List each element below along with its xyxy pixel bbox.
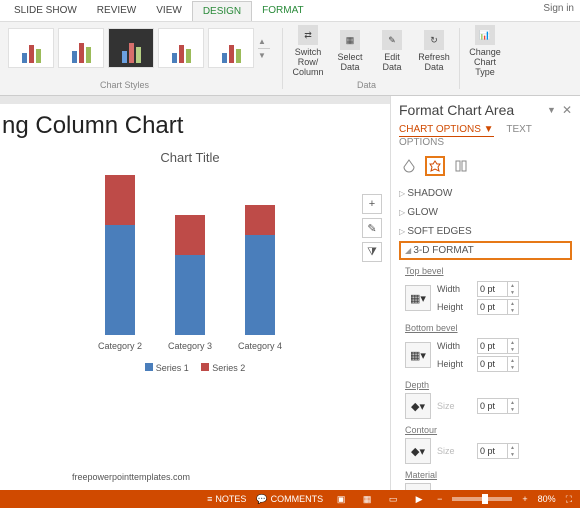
group-label-data: Data — [357, 80, 376, 90]
close-icon[interactable]: ✕ — [562, 103, 572, 117]
edit-data-button[interactable]: ✎Edit Data — [371, 22, 413, 80]
pane-dropdown-icon[interactable]: ▼ — [547, 105, 556, 115]
watermark: freepowerpointtemplates.com — [72, 472, 190, 482]
tab-review[interactable]: REVIEW — [87, 1, 146, 20]
chart-column[interactable]: Category 4 — [245, 205, 275, 335]
chart-style-3[interactable] — [108, 28, 154, 68]
slide-area: ng Column Chart Chart Title Category 2Ca… — [0, 96, 390, 490]
size-label-2: Size — [437, 446, 471, 456]
fill-line-icon[interactable] — [399, 156, 419, 176]
chart-style-2[interactable] — [58, 28, 104, 68]
column-chart[interactable]: Category 2 Category 3 Category 4 — [10, 175, 360, 335]
group-label-styles: Chart Styles — [100, 80, 149, 90]
status-bar: ≡ NOTES 💬 COMMENTS ▣ ▦ ▭ ▶ − + 80% ⛶ — [0, 490, 580, 508]
legend-label-2: Series 2 — [212, 363, 245, 373]
chart-styles-more[interactable]: ▲▼ — [258, 28, 270, 68]
soft-edges-section[interactable]: SOFT EDGES — [399, 222, 572, 241]
select-data-icon: ▦ — [340, 30, 360, 50]
size-properties-icon[interactable] — [451, 156, 471, 176]
chart-style-4[interactable] — [158, 28, 204, 68]
width-label: Width — [437, 284, 471, 294]
tab-view[interactable]: VIEW — [146, 1, 192, 20]
normal-view-icon[interactable]: ▣ — [333, 493, 349, 505]
zoom-level[interactable]: 80% — [538, 494, 556, 504]
notes-button[interactable]: ≡ NOTES — [207, 494, 246, 504]
top-bevel-height-input[interactable]: 0 pt▲▼ — [477, 299, 519, 315]
material-picker[interactable]: ◈▾ — [405, 483, 431, 490]
sign-in-link[interactable]: Sign in — [543, 3, 574, 14]
width-label-2: Width — [437, 341, 471, 351]
chart-title[interactable]: Chart Title — [0, 150, 380, 165]
edit-data-icon: ✎ — [382, 30, 402, 50]
chart-legend: Series 1 Series 2 — [0, 363, 380, 373]
tab-design[interactable]: DESIGN — [192, 1, 252, 21]
ribbon-tabs: SLIDE SHOW REVIEW VIEW DESIGN FORMAT Sig… — [0, 0, 580, 22]
depth-color-picker[interactable]: ◆▾ — [405, 393, 431, 419]
sorter-view-icon[interactable]: ▦ — [359, 493, 375, 505]
contour-size-input[interactable]: 0 pt▲▼ — [477, 443, 519, 459]
chart-column[interactable]: Category 2 — [105, 175, 135, 335]
bottom-bevel-label: Bottom bevel — [405, 323, 572, 333]
refresh-icon: ↻ — [424, 30, 444, 50]
shadow-section[interactable]: SHADOW — [399, 184, 572, 203]
refresh-data-button[interactable]: ↻Refresh Data — [413, 22, 455, 80]
contour-label: Contour — [405, 425, 572, 435]
ribbon-toolbar: ▲▼ Chart Styles ⇄Switch Row/ Column ▦Sel… — [0, 22, 580, 96]
top-bevel-width-input[interactable]: 0 pt▲▼ — [477, 281, 519, 297]
zoom-in-button[interactable]: + — [522, 494, 527, 504]
chart-styles-gallery[interactable]: ▲▼ — [0, 22, 278, 70]
workspace: ng Column Chart Chart Title Category 2Ca… — [0, 96, 580, 490]
select-data-button[interactable]: ▦Select Data — [329, 22, 371, 80]
chart-style-1[interactable] — [8, 28, 54, 68]
zoom-out-button[interactable]: − — [437, 494, 442, 504]
pane-title: Format Chart Area — [399, 102, 514, 118]
switch-icon: ⇄ — [298, 25, 318, 45]
chart-plus-button[interactable]: + — [362, 194, 382, 214]
effects-icon[interactable] — [425, 156, 445, 176]
legend-swatch-1 — [145, 363, 153, 371]
bottom-bevel-height-input[interactable]: 0 pt▲▼ — [477, 356, 519, 372]
legend-label-1: Series 1 — [156, 363, 189, 373]
chart-options-tab[interactable]: CHART OPTIONS ▼ — [399, 124, 494, 137]
size-label: Size — [437, 401, 471, 411]
chart-column[interactable]: Category 3 — [175, 215, 205, 335]
top-bevel-label: Top bevel — [405, 266, 572, 276]
reading-view-icon[interactable]: ▭ — [385, 493, 401, 505]
bottom-bevel-picker[interactable]: ▦▾ — [405, 342, 431, 368]
chart-style-5[interactable] — [208, 28, 254, 68]
3d-format-section[interactable]: 3-D FORMAT — [399, 241, 572, 260]
height-label-2: Height — [437, 359, 471, 369]
chart-element-buttons: + ✎ ⧩ — [362, 194, 382, 262]
chart-brush-button[interactable]: ✎ — [362, 218, 382, 238]
category-label: Category 3 — [160, 341, 220, 351]
depth-size-input[interactable]: 0 pt▲▼ — [477, 398, 519, 414]
switch-row-column-button[interactable]: ⇄Switch Row/ Column — [287, 22, 329, 80]
slide: ng Column Chart Chart Title Category 2Ca… — [0, 104, 390, 490]
tab-format[interactable]: FORMAT — [252, 1, 313, 20]
zoom-slider[interactable] — [452, 497, 512, 501]
change-chart-type-button[interactable]: 📊Change Chart Type — [464, 22, 506, 80]
chart-filter-button[interactable]: ⧩ — [362, 242, 382, 262]
fit-to-window-icon[interactable]: ⛶ — [566, 494, 572, 505]
legend-swatch-2 — [201, 363, 209, 371]
top-bevel-picker[interactable]: ▦▾ — [405, 285, 431, 311]
contour-color-picker[interactable]: ◆▾ — [405, 438, 431, 464]
format-chart-area-pane: Format Chart Area ▼ ✕ CHART OPTIONS ▼ TE… — [390, 96, 580, 490]
category-label: Category 2 — [90, 341, 150, 351]
bottom-bevel-width-input[interactable]: 0 pt▲▼ — [477, 338, 519, 354]
category-label: Category 4 — [230, 341, 290, 351]
height-label: Height — [437, 302, 471, 312]
glow-section[interactable]: GLOW — [399, 203, 572, 222]
tab-slideshow[interactable]: SLIDE SHOW — [4, 1, 87, 20]
material-label: Material — [405, 470, 572, 480]
chart-type-icon: 📊 — [475, 25, 495, 45]
depth-label: Depth — [405, 380, 572, 390]
comments-button[interactable]: 💬 COMMENTS — [256, 494, 323, 505]
slideshow-view-icon[interactable]: ▶ — [411, 493, 427, 505]
slide-title: ng Column Chart — [0, 112, 380, 140]
